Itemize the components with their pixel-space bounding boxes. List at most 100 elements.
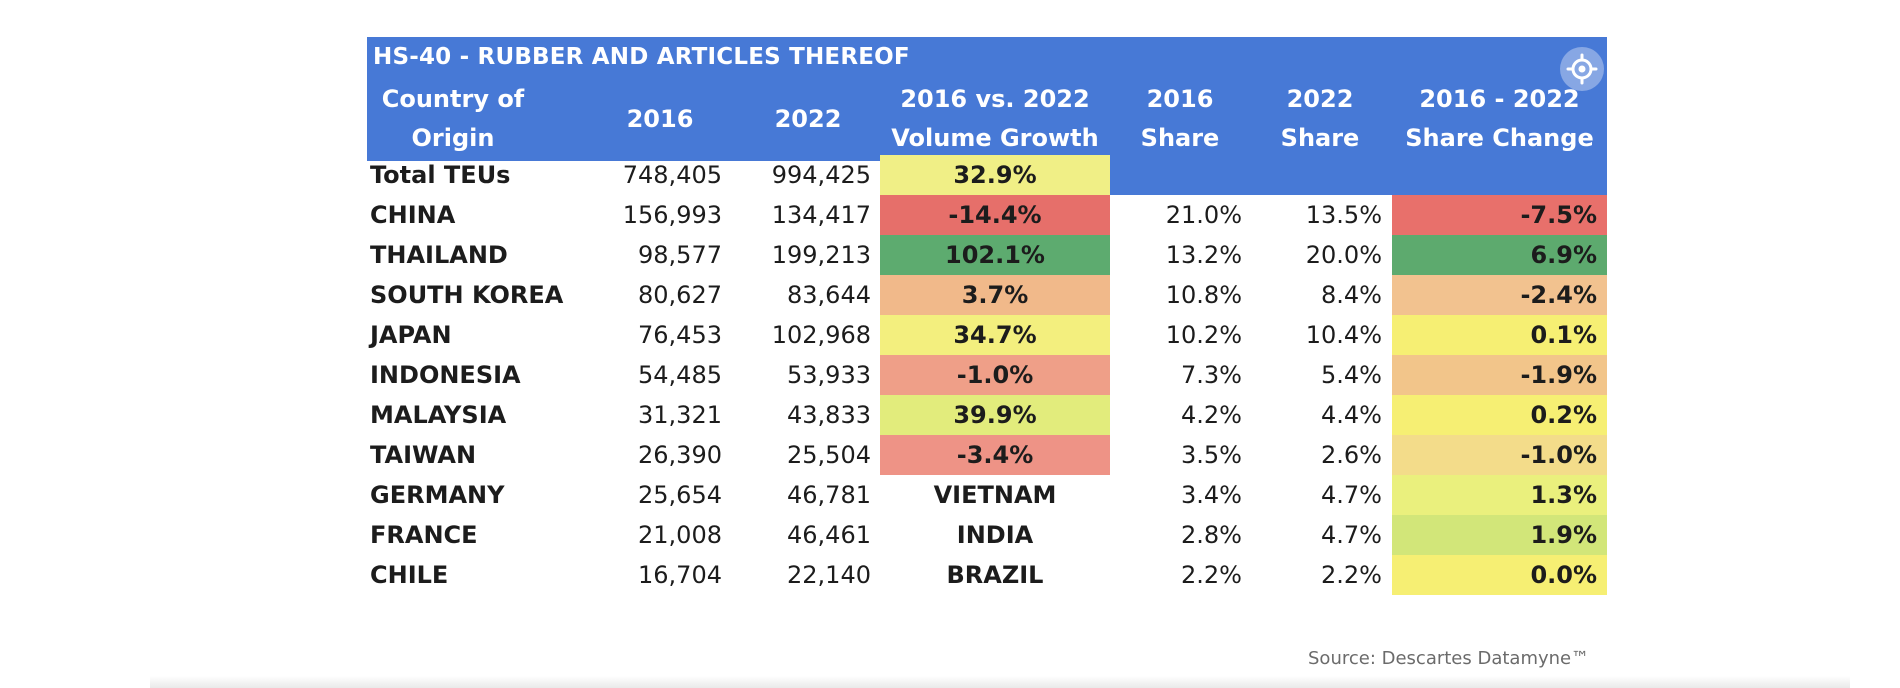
volume-2016-cell: 156,993 <box>622 201 722 229</box>
share-change-cell: 1.3% <box>1392 475 1607 515</box>
volume-2016-cell: 748,405 <box>622 161 722 189</box>
share-2016-cell: 10.2% <box>1165 321 1242 349</box>
volume-2016-cell: 16,704 <box>638 561 722 589</box>
table-title: HS-40 - RUBBER AND ARTICLES THEREOF <box>373 44 910 70</box>
share-2016-cell: 3.5% <box>1181 441 1242 469</box>
country-cell: INDONESIA <box>370 361 521 389</box>
volume-2016-cell: 80,627 <box>638 281 722 309</box>
table-header-band-extension <box>1110 155 1607 195</box>
volume-growth-cell: INDIA <box>956 521 1034 549</box>
header-line: 2016 <box>626 104 694 133</box>
table-row: GERMANY 25,654 46,781 VIETNAM 3.4% 4.7% 1.3% <box>0 475 1900 515</box>
country-cell: FRANCE <box>370 521 478 549</box>
volume-2022-cell: 83,644 <box>787 281 871 309</box>
volume-growth-cell: 3.7% <box>880 275 1110 315</box>
volume-2016-cell: 31,321 <box>638 401 722 429</box>
share-2016-cell <box>1120 155 1242 195</box>
header-line: Share <box>1280 124 1360 152</box>
header-volume-growth: 2016 vs. 2022 Volume Growth <box>880 80 1110 158</box>
country-cell: Total TEUs <box>370 161 511 189</box>
share-2022-cell: 2.2% <box>1321 561 1382 589</box>
share-2022-cell: 13.5% <box>1305 201 1382 229</box>
header-line: Volume Growth <box>891 124 1099 152</box>
share-2016-cell: 2.8% <box>1181 521 1242 549</box>
share-change-cell: -1.9% <box>1392 355 1607 395</box>
table-row: TAIWAN 26,390 25,504 -3.4% 3.5% 2.6% -1.0% <box>0 435 1900 475</box>
share-2022-cell: 4.4% <box>1321 401 1382 429</box>
volume-2016-cell: 54,485 <box>638 361 722 389</box>
header-share-change: 2016 - 2022 Share Change <box>1392 80 1607 158</box>
share-2016-cell: 10.8% <box>1165 281 1242 309</box>
volume-growth-cell: 102.1% <box>880 235 1110 275</box>
source-note: Source: Descartes Datamyne™ <box>1308 648 1590 669</box>
volume-2016-cell: 21,008 <box>638 521 722 549</box>
volume-2022-cell: 994,425 <box>771 161 871 189</box>
table-row: INDONESIA 54,485 53,933 -1.0% 7.3% 5.4% -1.9% <box>0 355 1900 395</box>
table-row: MALAYSIA 31,321 43,833 39.9% 4.2% 4.4% 0.2% <box>0 395 1900 435</box>
volume-2022-cell: 53,933 <box>787 361 871 389</box>
share-change-cell: -1.0% <box>1392 435 1607 475</box>
share-2016-cell: 4.2% <box>1181 401 1242 429</box>
table-row: JAPAN 76,453 102,968 34.7% 10.2% 10.4% 0.1% <box>0 315 1900 355</box>
volume-2022-cell: 199,213 <box>771 241 871 269</box>
share-2022-cell: 2.6% <box>1321 441 1382 469</box>
header-line: 2022 <box>774 104 842 133</box>
volume-growth-cell: 34.7% <box>880 315 1110 355</box>
volume-growth-cell: -1.0% <box>880 355 1110 395</box>
country-cell: GERMANY <box>370 481 505 509</box>
header-2016-share: 2016 Share <box>1130 80 1230 158</box>
volume-2022-cell: 46,781 <box>787 481 871 509</box>
volume-2022-cell: 43,833 <box>787 401 871 429</box>
header-line: 2022 <box>1286 85 1354 113</box>
volume-2016-cell: 25,654 <box>638 481 722 509</box>
header-line: Share Change <box>1405 124 1594 152</box>
settings-icon[interactable] <box>1560 47 1604 91</box>
header-2022-share: 2022 Share <box>1270 80 1370 158</box>
table-row: CHINA 156,993 134,417 -14.4% 21.0% 13.5% -7.5% <box>0 195 1900 235</box>
share-2016-cell: 13.2% <box>1165 241 1242 269</box>
share-2022-cell <box>1262 155 1382 195</box>
header-line: Share <box>1140 124 1220 152</box>
country-cell: TAIWAN <box>370 441 477 469</box>
share-2022-cell: 5.4% <box>1321 361 1382 389</box>
header-country-of-origin: Country of Origin <box>373 80 533 158</box>
share-2022-cell: 8.4% <box>1321 281 1382 309</box>
share-2022-cell: 10.4% <box>1305 321 1382 349</box>
share-change-cell: -2.4% <box>1392 275 1607 315</box>
country-cell: SOUTH KOREA <box>370 281 564 309</box>
share-2016-cell: 2.2% <box>1181 561 1242 589</box>
share-change-cell: 0.0% <box>1392 555 1607 595</box>
header-line: 2016 <box>1146 85 1214 113</box>
country-cell: CHILE <box>370 561 449 589</box>
bottom-text-strip <box>150 676 1850 688</box>
share-2016-cell: 3.4% <box>1181 481 1242 509</box>
country-cell: THAILAND <box>370 241 508 269</box>
share-change-cell <box>1392 155 1607 195</box>
table-header-band <box>367 37 1607 161</box>
volume-growth-cell: -3.4% <box>880 435 1110 475</box>
volume-2022-cell: 46,461 <box>787 521 871 549</box>
share-change-cell: -7.5% <box>1392 195 1607 235</box>
share-2022-cell: 20.0% <box>1305 241 1382 269</box>
share-2022-cell: 4.7% <box>1321 481 1382 509</box>
volume-growth-cell: 39.9% <box>880 395 1110 435</box>
volume-2016-cell: 98,577 <box>638 241 722 269</box>
header-line: Country of <box>381 85 525 113</box>
header-2022: 2022 <box>745 80 871 158</box>
volume-growth-cell: -14.4% <box>880 195 1110 235</box>
volume-growth-cell: VIETNAM <box>933 481 1057 509</box>
volume-growth-cell: 32.9% <box>880 155 1110 195</box>
country-cell: CHINA <box>370 201 456 229</box>
header-2016: 2016 <box>598 80 722 158</box>
header-line: 2016 vs. 2022 <box>900 85 1090 113</box>
share-change-cell: 0.1% <box>1392 315 1607 355</box>
table-row: SOUTH KOREA 80,627 83,644 3.7% 10.8% 8.4% -2.4… <box>0 275 1900 315</box>
share-change-cell: 0.2% <box>1392 395 1607 435</box>
share-change-cell: 6.9% <box>1392 235 1607 275</box>
volume-2016-cell: 76,453 <box>638 321 722 349</box>
share-change-cell: 1.9% <box>1392 515 1607 555</box>
country-cell: MALAYSIA <box>370 401 507 429</box>
table-row: THAILAND 98,577 199,213 102.1% 13.2% 20.0% 6.9… <box>0 235 1900 275</box>
share-2016-cell: 21.0% <box>1165 201 1242 229</box>
volume-2022-cell: 134,417 <box>771 201 871 229</box>
